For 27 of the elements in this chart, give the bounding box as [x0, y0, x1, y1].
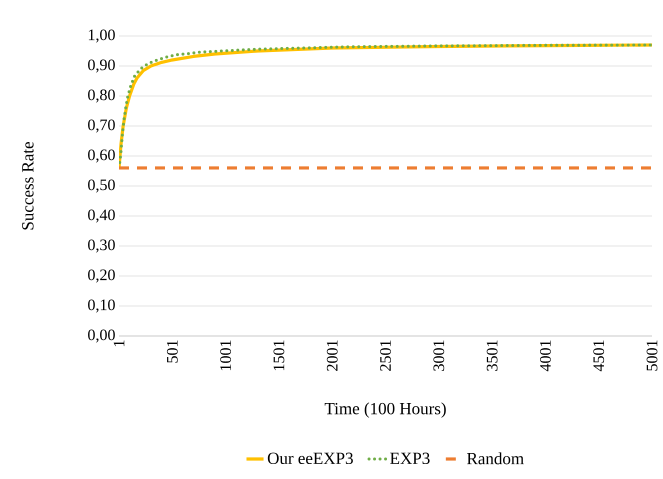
y-tick-label: 0,80 — [88, 89, 115, 103]
x-tick-label: 5001 — [646, 340, 658, 371]
x-tick-label: 2001 — [326, 340, 338, 371]
x-tick-label: 1001 — [220, 340, 231, 370]
x-tick-label: 2501 — [380, 340, 391, 371]
legend-label: Our eeEXP3 — [268, 452, 353, 464]
x-tick-label: 3501 — [486, 340, 498, 371]
x-tick-label: 3001 — [433, 340, 444, 371]
y-tick-label: 1,00 — [88, 29, 115, 43]
x-tick-label: 4501 — [593, 340, 604, 372]
x-tick-label: 1501 — [274, 340, 284, 370]
legend-label: EXP3 — [390, 452, 430, 464]
x-tick-label: 4001 — [540, 340, 551, 372]
legend-label: Random — [467, 452, 524, 464]
y-tick-label: 0,20 — [88, 269, 115, 283]
y-tick-label: 0,60 — [88, 149, 115, 163]
y-axis-title: Success Rate — [22, 142, 34, 230]
y-tick-label: 0,70 — [88, 119, 115, 133]
x-axis-title: Time (100 Hours) — [324, 402, 446, 418]
y-tick-label: 0,40 — [88, 209, 115, 223]
y-tick-label: 0,90 — [88, 59, 115, 73]
y-tick-label: 0,10 — [88, 299, 115, 313]
y-tick-label: 0,50 — [88, 179, 115, 193]
x-tick-label: 501 — [166, 340, 178, 363]
y-tick-label: 0,00 — [88, 329, 115, 343]
y-tick-label: 0,30 — [88, 239, 115, 253]
x-tick-label: 1 — [114, 340, 124, 346]
